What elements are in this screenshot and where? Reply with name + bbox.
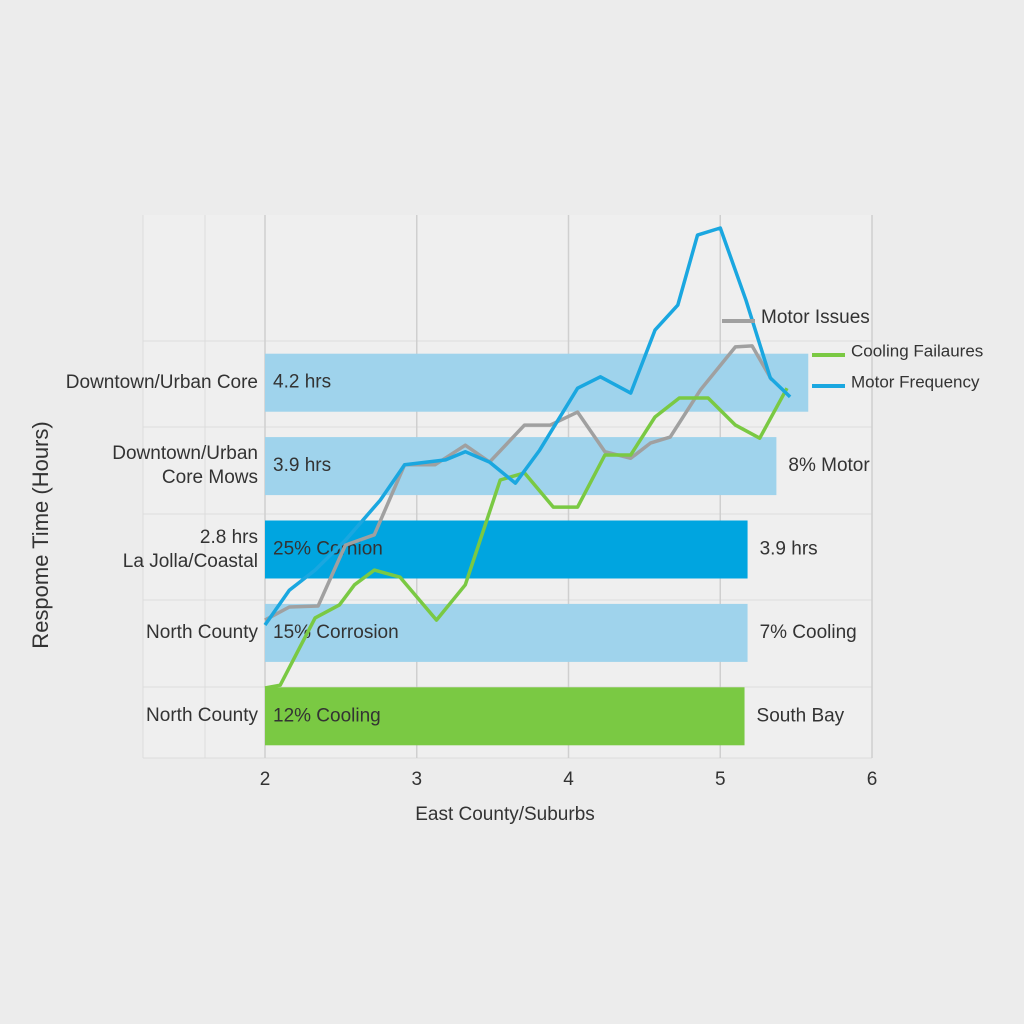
category-label: North County [146, 621, 258, 643]
legend-label: Motor Issues [761, 307, 870, 328]
bar [265, 437, 777, 496]
side-label: 3.9 hrs [760, 539, 818, 560]
line [263, 226, 792, 627]
legend-label: Cooling Failaures [851, 341, 983, 360]
side-label: South Bay [757, 705, 845, 726]
category-label: Downtown/Urban Core Mows [112, 443, 258, 489]
x-axis-title: East County/Suburbs [415, 804, 595, 825]
bar [265, 687, 745, 746]
bar [265, 520, 748, 579]
bar-label: 25% Cornion [273, 539, 383, 560]
x-tick-label: 2 [260, 769, 271, 790]
category-label: 2.8 hrs La Jolla/Coastal [122, 526, 258, 572]
bar [265, 603, 748, 662]
x-tick-label: 3 [411, 769, 422, 790]
side-label: 8% Motor [788, 455, 870, 476]
bar-label: 15% Corrosion [273, 622, 399, 643]
bar-label: 12% Cooling [273, 705, 381, 726]
x-tick-label: 5 [715, 769, 726, 790]
y-axis-title: Respome Time (Hours) [28, 421, 53, 648]
bar [265, 353, 809, 412]
category-label: North County [146, 705, 258, 727]
bar-label: 4.2 hrs [273, 372, 331, 393]
bar-label: 3.9 hrs [273, 455, 331, 476]
legend-label: Motor Frequency [851, 372, 980, 391]
x-tick-label: 4 [563, 769, 574, 790]
category-label: Downtown/Urban Core [65, 371, 258, 393]
x-tick-label: 6 [867, 769, 878, 790]
side-label: 7% Cooling [760, 622, 857, 643]
